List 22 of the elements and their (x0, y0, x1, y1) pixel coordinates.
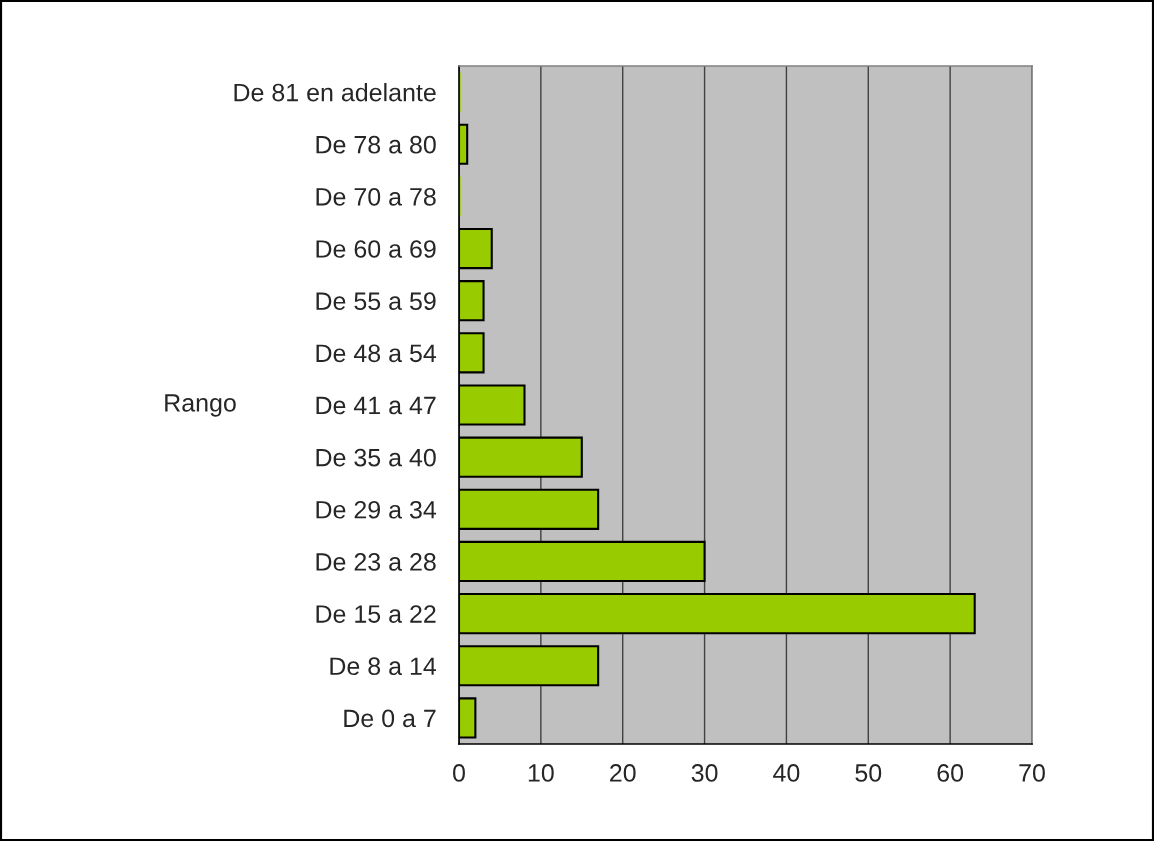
x-tick-label: 10 (528, 764, 554, 782)
x-tick-label: 20 (610, 764, 636, 782)
x-tick-label: 60 (937, 764, 964, 782)
x-tick-label: 0 (453, 764, 465, 782)
y-tick-label: De 70 a 78 (316, 187, 436, 206)
y-tick-label: De 81 en adelante (234, 83, 436, 102)
y-tick-label: De 35 a 40 (316, 448, 436, 467)
y-tick-label: De 15 a 22 (316, 605, 436, 623)
y-tick-label: De 48 a 54 (316, 344, 437, 363)
y-tick-label: De 8 a 14 (330, 657, 437, 676)
x-tick-label: 40 (773, 764, 800, 782)
x-tick-label: 70 (1019, 764, 1045, 782)
y-tick-label: De 55 a 59 (316, 292, 436, 310)
y-tick-label: De 23 a 28 (316, 553, 436, 571)
y-tick-label: De 78 a 80 (316, 135, 436, 154)
x-tick-label: 30 (691, 764, 718, 782)
y-tick-label: De 60 a 69 (316, 240, 436, 258)
y-tick-label: De 29 a 34 (316, 500, 437, 519)
y-tick-label: De 41 a 47 (316, 396, 436, 415)
y-tick-label: De 0 a 7 (344, 709, 436, 728)
x-tick-label: 50 (855, 764, 882, 782)
y-axis-title: Rango (165, 394, 236, 417)
